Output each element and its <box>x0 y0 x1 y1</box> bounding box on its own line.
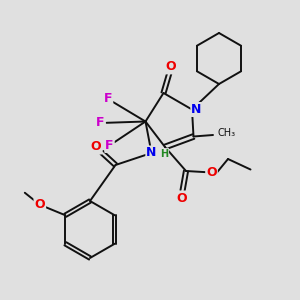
Text: O: O <box>176 191 187 205</box>
Text: N: N <box>191 103 202 116</box>
Text: CH₃: CH₃ <box>218 128 236 138</box>
Text: F: F <box>104 92 112 106</box>
Text: O: O <box>34 198 45 211</box>
Text: O: O <box>91 140 101 154</box>
Text: N: N <box>146 146 157 160</box>
Text: F: F <box>105 139 114 152</box>
Text: O: O <box>166 60 176 74</box>
Text: O: O <box>206 166 217 179</box>
Text: F: F <box>96 116 105 130</box>
Text: H: H <box>160 148 169 159</box>
